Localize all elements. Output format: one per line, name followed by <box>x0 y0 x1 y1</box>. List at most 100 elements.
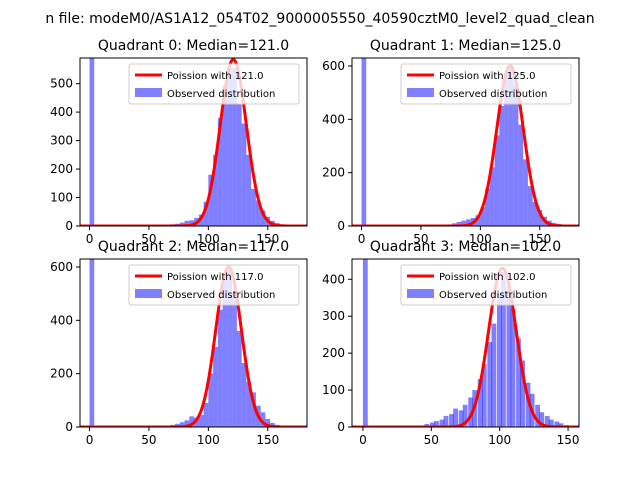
y-tick-label: 300 <box>50 134 73 148</box>
poisson-curve <box>80 265 307 427</box>
histogram-bar <box>203 403 209 427</box>
x-tick-label: 0 <box>358 232 366 246</box>
histogram-bar <box>227 67 233 226</box>
y-tick-label: 200 <box>322 346 345 360</box>
histogram-bar <box>544 415 550 427</box>
histogram-bar <box>189 220 195 226</box>
histogram-bar <box>462 404 468 427</box>
quadrant-0-panel: 0 50 100 150 0 100 200 300 400 500 Quadrant 0: Med… <box>50 38 308 246</box>
x-tick-label: 100 <box>469 232 492 246</box>
histogram-bar <box>468 397 474 427</box>
histogram-bar <box>520 360 525 427</box>
x-tick-label: 50 <box>424 433 439 447</box>
histogram-bar <box>525 382 531 427</box>
x-tick-label: 0 <box>86 433 94 447</box>
y-tick-label: 100 <box>50 191 73 205</box>
histogram-bar <box>539 412 545 427</box>
histogram-bar <box>535 404 541 427</box>
y-tick-label: 0 <box>337 219 345 233</box>
histogram-bar <box>217 117 223 226</box>
x-tick-label: 100 <box>488 433 511 447</box>
y-tick-label: 0 <box>65 420 73 434</box>
histogram-bar <box>516 338 521 427</box>
histogram-bar <box>251 188 256 226</box>
histogram-bar <box>506 286 512 427</box>
histogram-bar <box>89 259 95 427</box>
histogram-bar <box>491 323 497 427</box>
histogram-bar <box>434 421 439 427</box>
legend-box <box>128 264 300 306</box>
x-tick-label: 50 <box>141 232 156 246</box>
histogram-bar <box>213 347 218 427</box>
y-tick-label: 400 <box>50 105 73 119</box>
histogram-bar <box>504 74 509 226</box>
histogram-bar <box>477 379 483 427</box>
legend-label-observed: Observed distribution <box>439 290 547 301</box>
legend-box <box>128 63 300 105</box>
quadrant-3-panel: 0 50 100 150 0 100 200 300 400 Quadrant 3: Median… <box>322 239 579 447</box>
histogram-bar <box>232 67 237 226</box>
histogram-bar <box>184 420 190 427</box>
histogram-bar <box>453 408 458 427</box>
histogram-bar <box>481 364 487 427</box>
x-tick-label: 150 <box>256 232 279 246</box>
histogram-bar <box>89 58 95 226</box>
histogram-bar <box>496 294 502 427</box>
histogram-bar <box>265 419 271 427</box>
histogram-bar <box>518 124 524 226</box>
histogram-bar <box>554 421 560 427</box>
y-tick-label: 0 <box>65 219 73 233</box>
histogram-bar <box>458 410 464 427</box>
y-tick-label: 400 <box>322 112 345 126</box>
histogram-bar <box>270 423 275 427</box>
quadrant-3-title: Quadrant 3: Median=102.0 <box>370 239 561 255</box>
histogram-bar <box>260 412 266 427</box>
histogram-bar <box>236 331 242 427</box>
histogram-bar <box>439 419 445 427</box>
histogram-bar <box>179 222 185 226</box>
poisson-curve <box>352 266 579 427</box>
legend-label-observed: Observed distribution <box>167 89 275 100</box>
histogram-bar <box>456 222 462 226</box>
poisson-curve <box>352 64 579 226</box>
legend-patch-swatch <box>407 289 434 298</box>
histogram-bar <box>222 85 228 226</box>
y-tick-label: 600 <box>322 59 345 73</box>
histogram-bar <box>532 202 538 226</box>
legend-patch-swatch <box>407 88 434 97</box>
legend-label-poisson: Poission with 125.0 <box>439 71 535 82</box>
histogram-bar <box>213 154 218 226</box>
y-tick-label: 100 <box>322 383 345 397</box>
histogram-bar <box>487 342 493 427</box>
histogram-bar <box>255 200 261 226</box>
x-tick-label: 150 <box>256 433 279 447</box>
legend-box <box>400 264 572 306</box>
histogram-bar <box>501 271 506 427</box>
legend-label-observed: Observed distribution <box>439 89 547 100</box>
histogram-bar <box>217 309 223 427</box>
histogram-bar <box>241 363 247 427</box>
legend-patch-swatch <box>135 88 162 97</box>
histogram-bar <box>429 422 435 427</box>
histogram-bar <box>523 159 528 226</box>
x-tick-label: 50 <box>141 433 156 447</box>
quadrant-3-axes-frame <box>351 258 580 428</box>
histogram-bar <box>179 422 185 427</box>
histogram-bar <box>362 259 368 427</box>
x-tick-label: 100 <box>197 433 220 447</box>
y-tick-label: 400 <box>322 272 345 286</box>
histogram-bar <box>527 186 533 226</box>
legend-patch-swatch <box>135 289 162 298</box>
histogram-bar <box>508 66 514 226</box>
x-tick-label: 0 <box>86 232 94 246</box>
y-tick-label: 0 <box>337 420 345 434</box>
y-tick-label: 200 <box>322 166 345 180</box>
histogram-bar <box>184 220 190 226</box>
x-tick-label: 150 <box>557 433 580 447</box>
histogram-bar <box>494 135 500 226</box>
histogram-bar <box>558 423 564 427</box>
x-tick-label: 150 <box>528 232 551 246</box>
y-tick-label: 600 <box>50 260 73 274</box>
quadrant-2-title: Quadrant 2: Median=117.0 <box>98 239 289 255</box>
y-tick-label: 500 <box>50 77 73 91</box>
